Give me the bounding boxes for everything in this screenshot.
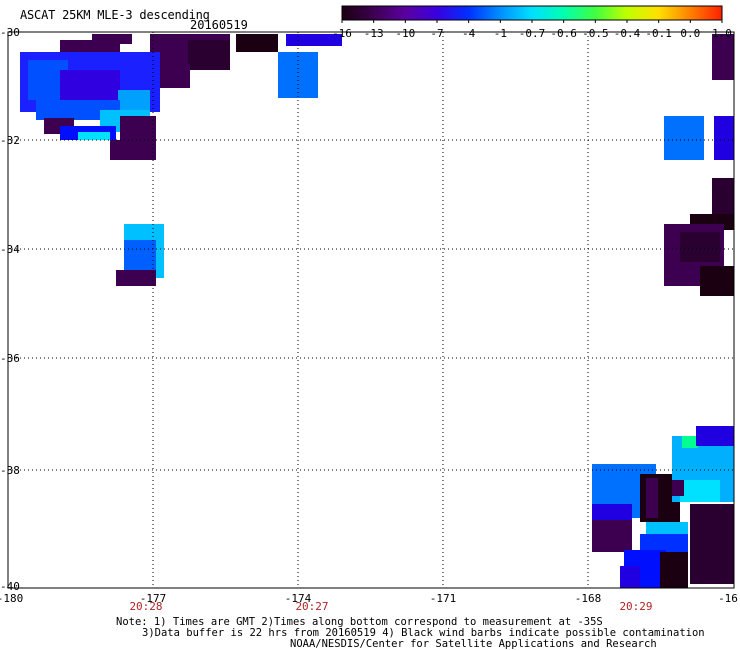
lat-label: -36 <box>0 352 20 365</box>
footnote-line-2: 3)Data buffer is 22 hrs from 20160519 4)… <box>142 627 705 639</box>
lon-label: -171 <box>429 592 457 605</box>
colorbar-labels: -16 -13 -10 -7 -4 -1 -0.7 -0.6 -0.5 -0.4 -0.1 0.0 1.… <box>0 27 740 41</box>
time-label: 20:28 <box>129 600 163 613</box>
colorbar <box>341 5 723 23</box>
data-cells <box>20 34 734 588</box>
colorbar-tick-label: -7 <box>430 27 444 40</box>
colorbar-tick-label: -1 <box>493 27 507 40</box>
colorbar-tick-label: -0.6 <box>550 27 577 40</box>
map-date: 20160519 <box>190 18 248 32</box>
plot-frame <box>7 31 735 589</box>
colorbar-tick-label: -0.7 <box>518 27 546 40</box>
lon-label: -174 <box>284 592 312 605</box>
colorbar-tick-label: -16 <box>332 27 352 40</box>
map-title: ASCAT 25KM MLE-3 descending <box>20 8 210 22</box>
map-grid <box>8 32 734 588</box>
lon-label: -177 <box>139 592 167 605</box>
footnote-credit: NOAA/NESDIS/Center for Satellite Applica… <box>290 638 657 650</box>
footnote-line-1: Note: 1) Times are GMT 2)Times along bot… <box>116 616 603 628</box>
colorbar-gradient <box>341 5 723 21</box>
colorbar-tick-label: 1.0 <box>712 27 732 40</box>
lon-label: -180 <box>0 592 24 605</box>
lon-label: -168 <box>574 592 602 605</box>
colorbar-tick-label: -10 <box>395 27 416 40</box>
lat-label: -40 <box>0 580 20 593</box>
colorbar-tick-label: 0.0 <box>680 27 701 40</box>
time-label: 20:29 <box>619 600 653 613</box>
lat-label: -30 <box>0 26 20 39</box>
colorbar-tick-label: -0.1 <box>645 27 672 40</box>
colorbar-tick-label: -0.4 <box>613 27 641 40</box>
colorbar-tick-label: -13 <box>363 27 384 40</box>
lon-label: -16 <box>718 592 738 605</box>
colorbar-tick-label: -0.5 <box>582 27 609 40</box>
time-label: 20:27 <box>295 600 329 613</box>
lat-label: -34 <box>0 243 20 256</box>
lat-label: -32 <box>0 134 20 147</box>
lat-label: -38 <box>0 464 20 477</box>
colorbar-tick-label: -4 <box>462 27 476 40</box>
